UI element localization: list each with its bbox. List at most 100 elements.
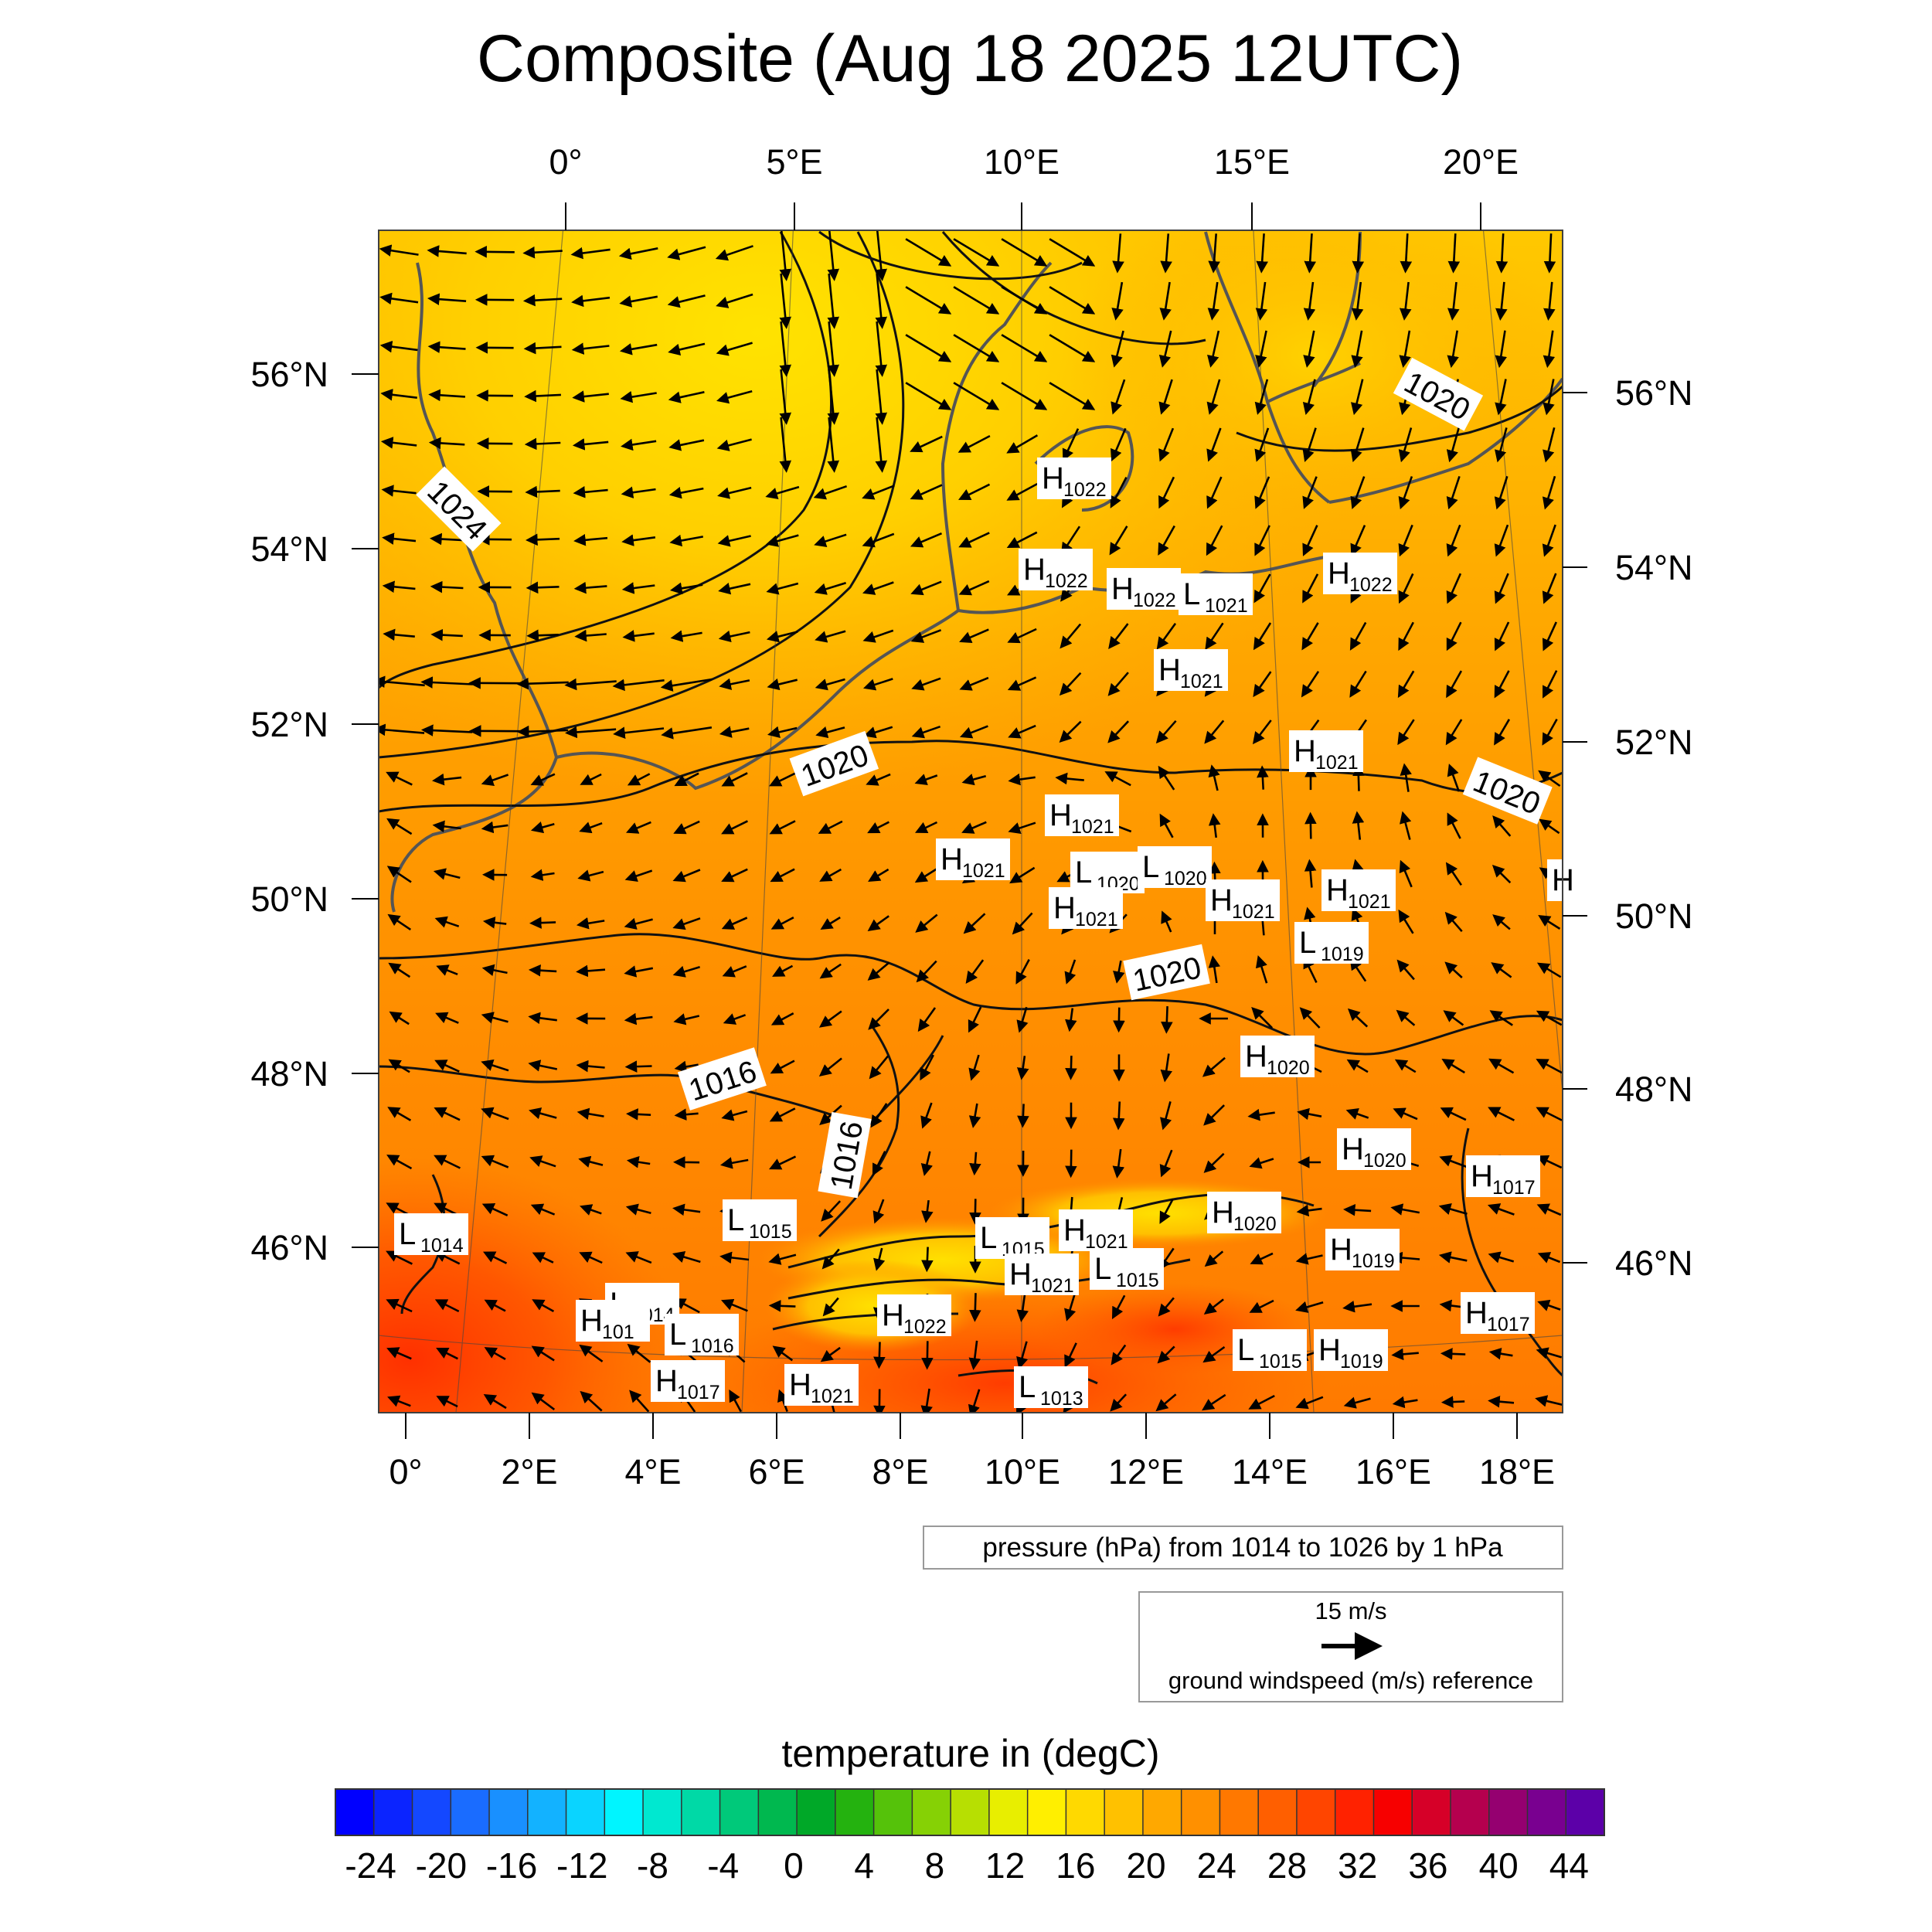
pressure-center-type: L [399, 1217, 416, 1251]
wind-arrow-icon [1204, 1250, 1224, 1267]
wind-arrow-icon [769, 772, 796, 787]
colorbar-tick-label: 0 [784, 1845, 804, 1886]
wind-arrow-icon [813, 485, 848, 500]
wind-arrow-icon [1161, 1006, 1173, 1034]
wind-arrow-icon [1249, 1157, 1274, 1169]
wind-arrow-icon [1302, 427, 1317, 463]
high-pressure-center: H 1021 [1289, 730, 1363, 774]
wind-arrow-icon [481, 821, 509, 834]
wind-arrow-icon [1495, 427, 1508, 463]
wind-arrow-icon [1304, 233, 1317, 274]
pressure-center-type: H [1212, 1196, 1234, 1230]
wind-arrow-icon [434, 1155, 461, 1169]
wind-arrow-icon [1445, 719, 1463, 746]
left-lat-label: 50°N [250, 879, 328, 919]
wind-arrow-icon [1447, 812, 1461, 839]
wind-arrow-icon [673, 1013, 700, 1026]
left-lat-label: 54°N [250, 529, 328, 569]
wind-arrow-icon [1202, 1056, 1226, 1077]
wind-arrow-icon [716, 293, 753, 308]
wind-arrow-icon [528, 1012, 557, 1025]
wind-arrow-icon [532, 1252, 554, 1264]
wind-arrow-icon [573, 533, 608, 546]
pressure-center-type: L [1075, 855, 1092, 889]
wind-arrow-icon [1394, 1059, 1417, 1073]
top-lon-label: 20°E [1443, 142, 1519, 182]
wind-arrow-icon [1488, 1395, 1515, 1408]
colorbar-tick-label: 24 [1197, 1845, 1236, 1886]
temperature-field [379, 230, 1563, 1413]
pressure-center-value: 1017 [1487, 1314, 1530, 1335]
high-pressure-center: H 1021 [1321, 869, 1396, 913]
wind-arrow-icon [1538, 915, 1561, 930]
wind-arrow-icon [668, 487, 704, 499]
high-pressure-center: H 1019 [1314, 1329, 1388, 1372]
right-lat-label: 50°N [1615, 896, 1693, 936]
wind-arrow-icon [571, 294, 611, 308]
wind-arrow-icon [766, 582, 799, 595]
wind-arrow-icon [1112, 233, 1124, 274]
wind-arrow-icon [1112, 1101, 1125, 1131]
wind-arrow-icon [432, 820, 461, 833]
top-lon-label: 15°E [1214, 142, 1290, 182]
wind-arrow-icon [434, 1107, 461, 1121]
pressure-center-type: L [1299, 926, 1316, 960]
wind-arrow-icon [1064, 1293, 1077, 1321]
wind-arrow-icon [953, 382, 1000, 410]
wind-arrow-icon [1537, 1299, 1561, 1311]
colorbar-swatch [912, 1789, 951, 1835]
wind-arrow-icon [914, 867, 938, 883]
wind-arrow-icon [916, 960, 937, 983]
wind-arrow-icon [531, 1345, 555, 1362]
wind-arrow-icon [621, 534, 656, 546]
pressure-center-value: 1022 [1349, 574, 1393, 596]
wind-arrow-icon [420, 724, 473, 736]
top-lon-label: 5°E [766, 142, 822, 182]
low-pressure-center: L 1013 [1014, 1366, 1088, 1410]
wind-arrow-icon [1304, 859, 1317, 888]
wind-arrow-icon [779, 417, 791, 473]
wind-arrow-icon [1343, 1203, 1372, 1216]
high-pressure-center: H 1022 [1107, 568, 1181, 611]
colorbar-swatch [1488, 1789, 1529, 1835]
wind-arrow-icon [1351, 281, 1364, 321]
wind-arrow-icon [862, 629, 894, 643]
wind-arrow-icon [672, 917, 701, 930]
wind-arrow-icon [1065, 1008, 1077, 1032]
wind-arrow-icon [765, 485, 800, 500]
wind-arrow-icon [1161, 910, 1172, 933]
wind-arrow-icon [862, 678, 893, 691]
wind-arrow-icon [1543, 427, 1556, 463]
wind-arrow-icon [958, 483, 991, 500]
wind-arrow-icon [434, 916, 460, 928]
wind-arrow-icon [1350, 476, 1366, 510]
wind-arrow-icon [1016, 1006, 1029, 1033]
wind-arrow-icon [1491, 962, 1512, 978]
contour-label: 1016 [818, 1111, 872, 1199]
left-lat-label: 52°N [250, 705, 328, 744]
wind-arrow-icon [953, 238, 1000, 267]
colorbar-swatch [604, 1789, 644, 1835]
wind-arrow-icon [1543, 379, 1555, 416]
pressure-center-type: H [1326, 873, 1349, 907]
wind-arrow-icon [768, 1300, 796, 1312]
axis-ticks [352, 202, 1587, 1439]
wind-arrow-icon [1492, 914, 1511, 930]
wind-arrow-icon [484, 1347, 506, 1361]
wind-arrow-icon [618, 247, 658, 260]
wind-arrow-icon [1398, 909, 1414, 934]
wind-arrow-icon [624, 869, 653, 882]
contour-label: 1016 [677, 1047, 767, 1111]
wind-arrow-icon [1060, 623, 1082, 649]
wind-arrow-icon [529, 1155, 556, 1168]
low-pressure-center: L 1016 [665, 1314, 739, 1357]
wind-arrow-icon [1542, 475, 1556, 510]
wind-arrow-icon [1111, 330, 1124, 368]
wind-arrow-icon [1350, 525, 1366, 556]
wind-arrow-icon [1302, 476, 1318, 509]
wind-arrow-icon [920, 1054, 934, 1081]
wind-arrow-icon [1444, 911, 1463, 933]
wind-arrow-icon [530, 773, 556, 786]
wind-arrow-icon [669, 534, 704, 547]
